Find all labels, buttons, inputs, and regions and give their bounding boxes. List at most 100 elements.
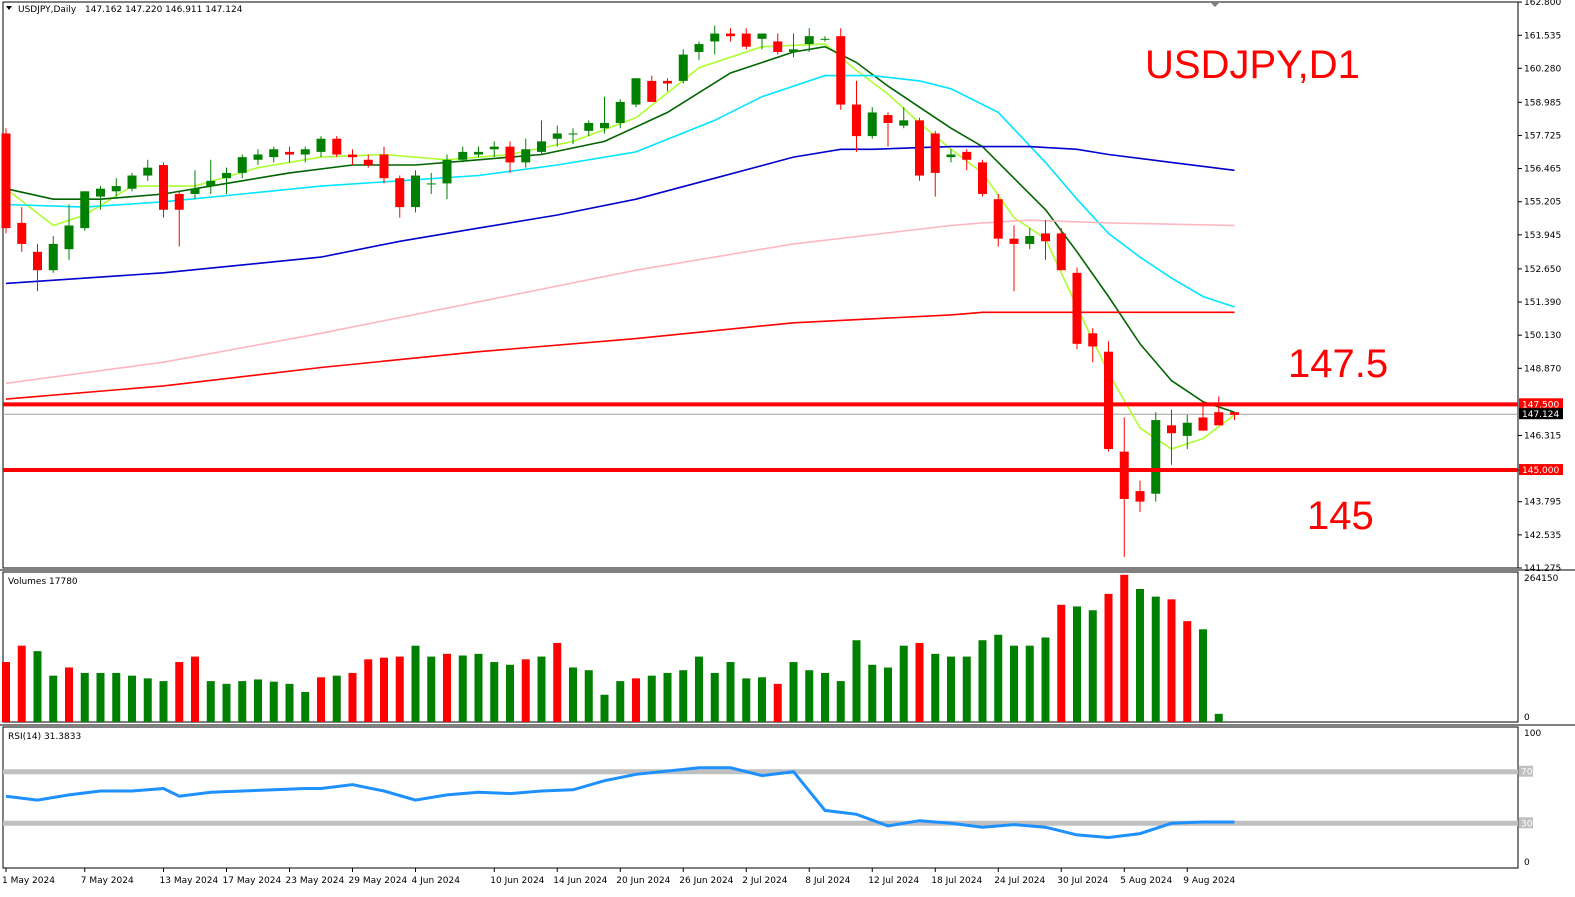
rsi-tick-label: 0 (1524, 858, 1530, 868)
volume-bar (537, 656, 546, 722)
volume-bar (128, 675, 136, 722)
candle (1088, 328, 1098, 363)
candle-body (174, 193, 184, 210)
rsi-level-label: 30 (1521, 819, 1533, 829)
volume-bar (364, 659, 373, 722)
candle-body (33, 251, 42, 271)
volume-bar (1104, 593, 1113, 722)
volume-pane: 264150 0 (2, 574, 1559, 723)
candle (332, 136, 342, 158)
candle (584, 120, 594, 137)
header-dropdown-icon[interactable] (6, 6, 12, 10)
annotation-level-high: 147.5 (1288, 342, 1388, 386)
volume-bar (632, 678, 640, 722)
candle (615, 99, 625, 129)
candle-body (568, 133, 578, 135)
candle-body (946, 154, 956, 158)
volume-bar (474, 653, 483, 722)
candle-body (993, 199, 1003, 239)
candle (694, 41, 704, 60)
candle (1056, 228, 1066, 271)
candle (962, 149, 972, 171)
candle (1041, 220, 1050, 260)
candle-body (789, 49, 798, 52)
volume-bar (1088, 610, 1097, 722)
candle-body (1056, 233, 1066, 271)
candle (1182, 414, 1192, 450)
candle (80, 191, 90, 231)
candle (316, 136, 326, 158)
candle-body (584, 122, 594, 131)
volume-bar (978, 640, 987, 722)
price-tick-label: 160.280 (1524, 64, 1561, 74)
volume-bar (269, 681, 278, 722)
candle (1167, 409, 1176, 465)
volume-bar (647, 675, 656, 722)
candle-body (253, 154, 263, 160)
candle-body (521, 149, 531, 163)
chart-header-ohlc: 147.162 147.220 146.911 147.124 (85, 5, 243, 15)
candle (537, 120, 546, 155)
candle-body (17, 222, 27, 244)
volume-bar (899, 645, 908, 722)
candle (174, 191, 184, 247)
volume-bar (758, 677, 766, 722)
candle (505, 141, 515, 173)
volume-bar (1214, 713, 1223, 722)
candle-body (190, 188, 200, 194)
candle (741, 28, 751, 50)
volume-tick-label: 0 (1524, 713, 1530, 723)
candle (1, 128, 11, 234)
volume-bar (710, 672, 719, 722)
rsi-title: RSI(14) 31.3833 (8, 732, 81, 742)
candle (1214, 396, 1224, 426)
price-tick-label: 141.275 (1524, 564, 1561, 574)
candle-body (237, 157, 247, 173)
candle (663, 78, 672, 92)
volume-bar (380, 657, 388, 722)
candle-body (804, 36, 814, 45)
candle-body (1214, 412, 1224, 426)
candle-body (379, 154, 389, 179)
candle-body (537, 141, 546, 152)
price-tick-label: 143.795 (1524, 498, 1561, 508)
x-tick-label: 20 Jun 2024 (616, 876, 670, 886)
x-axis: 1 May 2024 7 May 2024 13 May 2024 17 May 20… (2, 868, 1235, 886)
candle (1025, 228, 1035, 250)
candle-body (206, 180, 216, 187)
candle-body (1009, 238, 1019, 244)
volume-bar (65, 667, 73, 722)
moving-average-line (5, 311, 1235, 400)
price-pane-frame (2, 1, 1519, 569)
volume-bar (1073, 606, 1081, 722)
x-tick-label: 5 Aug 2024 (1120, 876, 1172, 886)
price-axis-label-box (1519, 408, 1563, 420)
volume-bar (726, 662, 735, 722)
candle-body (159, 165, 168, 210)
x-tick-label: 10 Jun 2024 (490, 876, 544, 886)
volume-bar (931, 653, 940, 722)
candle (33, 243, 42, 292)
volume-bar (584, 670, 593, 722)
volume-bar (521, 659, 530, 722)
volume-bar (348, 672, 357, 722)
candle (521, 138, 531, 168)
candle-body (285, 151, 294, 155)
candle-body (836, 36, 846, 105)
candle (1104, 341, 1113, 452)
candle (1151, 412, 1161, 502)
volume-bar (915, 642, 924, 722)
price-axis-label: 147.500 (1522, 400, 1559, 410)
price-axis-label: 145.000 (1522, 466, 1559, 476)
volume-bar (175, 662, 184, 722)
shift-marker-icon[interactable] (1210, 2, 1220, 7)
candle (773, 33, 783, 55)
volume-bar (836, 681, 845, 722)
rsi-level-label: 70 (1521, 768, 1533, 778)
volume-bar (1151, 596, 1160, 722)
volume-bar (1136, 588, 1144, 722)
x-tick-label: 18 Jul 2024 (931, 876, 982, 886)
candle-body (694, 44, 704, 52)
